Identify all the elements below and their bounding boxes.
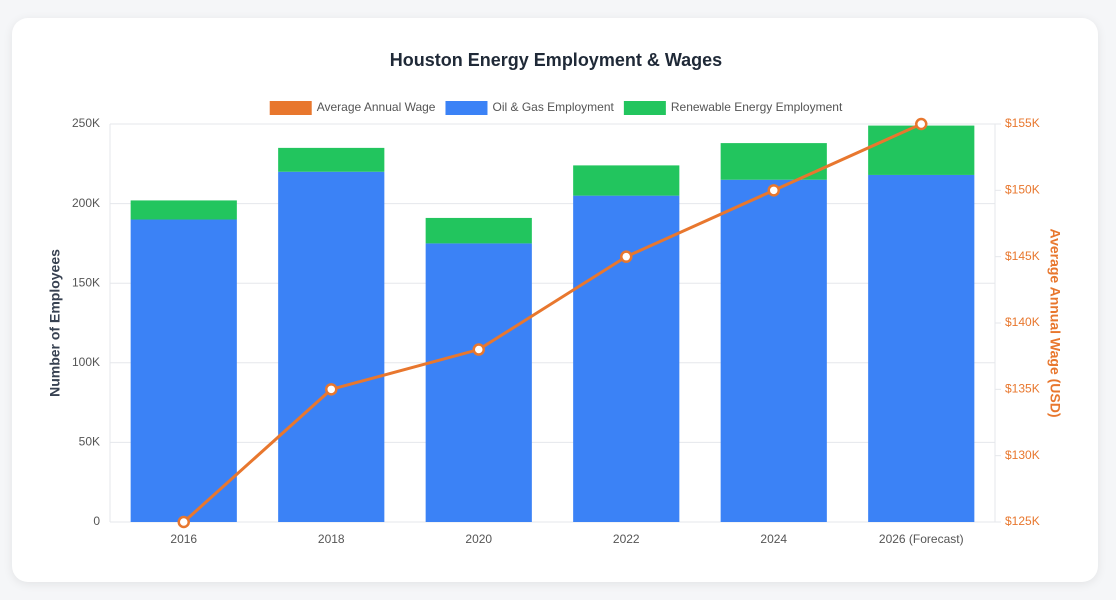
bar: [278, 171, 385, 522]
chart-title: Houston Energy Employment & Wages: [390, 50, 722, 70]
bar: [573, 165, 680, 196]
y2-tick-label: $145K: [1005, 249, 1040, 263]
bar: [130, 219, 237, 522]
line: [182, 122, 922, 524]
bar: [425, 243, 532, 522]
point: [915, 117, 928, 131]
y-axis-title: Number of Employees: [47, 249, 63, 397]
legend-swatch: [445, 101, 488, 115]
x-tick-label: 2020: [465, 532, 492, 546]
y2-tick-label: $135K: [1005, 382, 1040, 396]
y-tick-label: 200K: [72, 196, 100, 210]
bar: [278, 147, 385, 172]
y-tick-label: 50K: [79, 435, 100, 449]
point: [325, 383, 338, 396]
legend-label: Renewable Energy Employment: [671, 100, 843, 114]
point: [177, 515, 190, 529]
y-tick-label: 250K: [72, 116, 100, 130]
legend-label: Oil & Gas Employment: [492, 100, 614, 114]
point: [767, 184, 780, 197]
y2-axis-title: Average Annual Wage (USD): [1047, 228, 1063, 417]
bar: [868, 125, 975, 175]
bar: [573, 195, 680, 522]
y2-tick-label: $125K: [1005, 514, 1040, 528]
y-tick-label: 0: [93, 514, 100, 528]
y-tick-label: 100K: [72, 355, 100, 369]
x-tick-label: 2018: [318, 532, 345, 546]
bar: [868, 174, 975, 522]
x-tick-label: 2026 (Forecast): [879, 532, 964, 546]
y2-tick-label: $140K: [1005, 315, 1040, 329]
x-tick-label: 2024: [760, 532, 787, 546]
x-tick-label: 2016: [170, 532, 197, 546]
legend-label: Average Annual Wage: [317, 100, 436, 114]
legend-swatch: [269, 101, 312, 115]
y2-tick-label: $155K: [1005, 116, 1040, 130]
bar: [425, 217, 532, 244]
x-tick-label: 2022: [613, 532, 640, 546]
y2-tick-label: $150K: [1005, 183, 1040, 197]
bar: [720, 179, 827, 522]
point: [620, 250, 633, 263]
y-tick-label: 150K: [72, 275, 100, 289]
point: [472, 343, 485, 356]
y2-tick-label: $130K: [1005, 448, 1040, 462]
legend-swatch: [623, 101, 666, 115]
bar: [130, 200, 237, 220]
